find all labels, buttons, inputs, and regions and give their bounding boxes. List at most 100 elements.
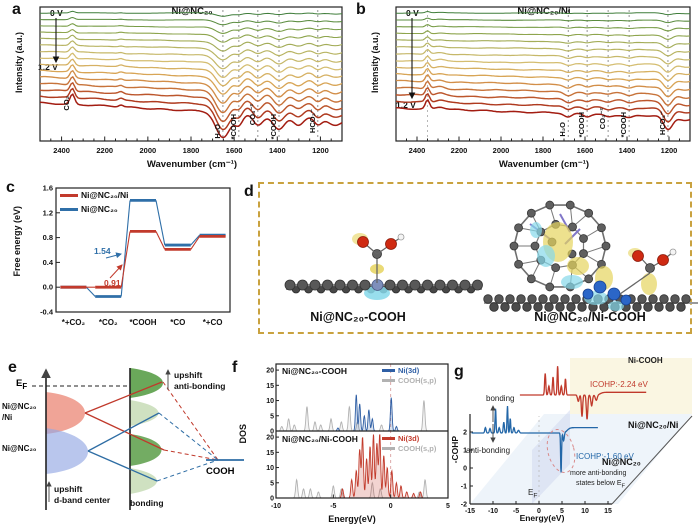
svg-text:1200: 1200: [312, 146, 329, 155]
svg-text:0: 0: [537, 508, 541, 515]
material-label-2: Ni@NC₂₀: [2, 444, 37, 453]
panel-b: b Intensity (a.u.) Ni@NC₂₀/Ni 0 V 1.2 V …: [352, 0, 700, 177]
svg-text:2400: 2400: [409, 146, 426, 155]
bonding-annotation: bonding: [486, 394, 515, 403]
peak-label-*COOH: *COOH: [269, 113, 278, 139]
svg-text:5: 5: [270, 413, 274, 420]
panel-a-x-axis-label: Wavenumber (cm⁻¹): [146, 159, 238, 170]
legend-label-blue: Ni@NC₂₀: [81, 204, 118, 214]
series-label-blue: Ni@NC₂₀: [602, 457, 641, 467]
panel-a-y-axis-label: Intensity (a.u.): [14, 32, 24, 94]
svg-text:0.8: 0.8: [43, 233, 53, 242]
icohp-value-red: ICOHP:-2.24 eV: [590, 380, 648, 389]
panel-f-x-axis-label: Energy(eV): [328, 514, 376, 524]
svg-text:1800: 1800: [535, 146, 552, 155]
panel-c-y-axis-label: Free energy (eV): [12, 206, 22, 277]
dos-bottom-label: Ni@NC₂₀/Ni-COOH: [282, 434, 358, 444]
peak-label-CO₂: CO₂: [62, 96, 72, 111]
svg-text:*+CO: *+CO: [203, 318, 223, 327]
svg-text:15: 15: [604, 508, 612, 515]
panel-a-title: Ni@NC₂₀: [171, 6, 213, 17]
panel-letter-d: d: [244, 183, 254, 200]
svg-text:2400: 2400: [53, 146, 70, 155]
panel-b-y-axis-label: Intensity (a.u.): [370, 32, 380, 94]
peak-label-CO₃⁻²: CO₃⁻²: [247, 103, 257, 125]
barrier-value-red: 0.91: [104, 278, 121, 288]
svg-text:1: 1: [463, 448, 467, 455]
svg-text:10: 10: [581, 508, 589, 515]
legend-label-ni3d-top: Ni(3d): [398, 366, 420, 375]
svg-text:-5: -5: [330, 503, 336, 510]
svg-text:20: 20: [266, 368, 274, 375]
material-label-1b: /Ni: [2, 413, 13, 422]
panel-a: a Intensity (a.u.) Ni@NC₂₀ 0 V 1.2 V 240…: [2, 0, 352, 177]
panel-e: e EF Ni@NC₂₀ /Ni Ni@NC₂₀ upshift anti-bo…: [2, 358, 248, 526]
svg-text:*+CO₂: *+CO₂: [62, 318, 86, 327]
svg-text:0.0: 0.0: [43, 283, 53, 292]
panel-g-x-axis-label: Energy(eV): [519, 513, 565, 523]
panel-d-dashed-frame: [258, 182, 692, 334]
panel-c-free-energy-chart: -0.4 0.0 0.4 0.8 1.2 1.6 *+CO₂ *CO₂ *COOH *CO *+CO: [40, 184, 231, 327]
panel-a-spectra-chart: 2400 2200 2000 1800 1600 1400 1200: [39, 6, 343, 155]
material-label-1a: Ni@NC₂₀: [2, 402, 37, 411]
svg-text:-10: -10: [271, 503, 281, 510]
legend-line-cooh-bottom: [382, 447, 395, 450]
svg-text:-0.4: -0.4: [40, 308, 54, 317]
fermi-level-label-g: EF: [528, 488, 538, 500]
legend-entry-blue: Ni@NC₂₀: [60, 204, 118, 214]
dos-top-label: Ni@NC₂₀-COOH: [282, 366, 348, 376]
svg-text:1.6: 1.6: [43, 184, 53, 193]
svg-text:2000: 2000: [493, 146, 510, 155]
svg-text:-10: -10: [488, 508, 498, 515]
bonding-label: bonding: [130, 498, 164, 508]
svg-text:1600: 1600: [226, 146, 243, 155]
model-label-right: Ni@NC₂₀/Ni-COOH: [534, 310, 646, 324]
upshift-dband-label-2: d-band center: [54, 495, 111, 505]
legend-label-cooh-top: COOH(s,p): [398, 376, 437, 385]
peak-label-H₂O: H₂O: [558, 122, 568, 137]
svg-text:1200: 1200: [661, 146, 678, 155]
svg-text:2200: 2200: [96, 146, 113, 155]
panel-letter-b: b: [356, 1, 366, 18]
panel-letter-g: g: [454, 363, 464, 380]
svg-text:0: 0: [270, 429, 274, 436]
svg-text:-15: -15: [465, 508, 475, 515]
upshift-antibonding-label-2: anti-bonding: [174, 381, 226, 391]
svg-text:*CO₂: *CO₂: [99, 318, 118, 327]
svg-text:15: 15: [266, 383, 274, 390]
svg-text:0.4: 0.4: [43, 258, 54, 267]
peak-label-HCO₃⁻: HCO₃⁻: [657, 110, 667, 135]
legend-label-cooh-bottom: COOH(s,p): [398, 444, 437, 453]
svg-text:*COOH: *COOH: [129, 318, 156, 327]
legend-line-cooh-top: [382, 379, 395, 382]
legend-line-ni3d-top: [382, 369, 395, 372]
svg-text:5: 5: [270, 480, 274, 487]
model-label-left: Ni@NC₂₀-COOH: [310, 310, 406, 324]
bond-pair-label: Ni-COOH: [628, 356, 663, 365]
panel-a-voltage-end: 1.2 V: [38, 62, 58, 72]
svg-text:-1: -1: [461, 484, 467, 491]
cooh-label: COOH: [206, 466, 235, 477]
peak-label-CO₃⁻²: CO₃⁻²: [598, 107, 608, 129]
svg-text:0: 0: [270, 496, 274, 503]
svg-text:0: 0: [463, 466, 467, 473]
svg-text:*CO: *CO: [170, 318, 185, 327]
legend-line-blue: [60, 207, 78, 211]
icohp-value-blue: ICOHP:-1.60 eV: [576, 452, 634, 461]
panel-letter-c: c: [6, 179, 15, 196]
panel-b-x-axis-label: Wavenumber (cm⁻¹): [498, 159, 590, 170]
svg-text:2200: 2200: [451, 146, 468, 155]
legend-line-red: [60, 193, 78, 197]
svg-text:2: 2: [463, 430, 467, 437]
upshift-antibonding-label-1: upshift: [174, 370, 203, 380]
peak-label-*COOH: *COOH: [577, 111, 587, 137]
fermi-level-label: EF: [16, 378, 28, 391]
svg-text:1400: 1400: [269, 146, 286, 155]
peak-label-HCO₃⁻: HCO₃⁻: [307, 108, 317, 133]
panel-g-cohp-chart: 210-1-2-15 -10 -5 0 5 10 15: [461, 358, 693, 515]
svg-text:5: 5: [560, 508, 564, 515]
panel-b-spectra-chart: 2400 2200 2000 1800 1600 1400 1200: [395, 6, 691, 155]
svg-text:1600: 1600: [577, 146, 594, 155]
